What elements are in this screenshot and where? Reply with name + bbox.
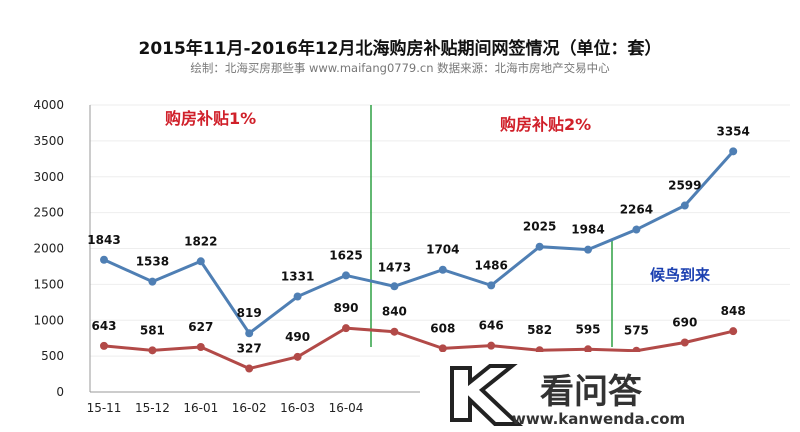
data-point — [584, 245, 592, 254]
chart-subtitle: 绘制：北海买房那些事 www.maifang0779.cn 数据来源：北海市房地… — [190, 61, 610, 75]
data-point — [245, 329, 254, 338]
chart-title: 2015年11月-2016年12月北海购房补贴期间网签情况（单位：套） — [138, 39, 662, 59]
data-label: 1625 — [329, 248, 362, 262]
data-point — [729, 147, 738, 156]
data-label: 1704 — [426, 243, 459, 257]
data-point — [487, 281, 496, 290]
data-label: 1486 — [474, 258, 507, 272]
y-tick-label: 3500 — [33, 134, 64, 148]
data-point — [680, 201, 689, 210]
data-point — [342, 271, 350, 280]
data-label: 1473 — [378, 260, 411, 274]
y-tick-label: 0 — [56, 385, 64, 399]
data-point — [293, 292, 302, 301]
data-label: 490 — [285, 330, 310, 344]
data-label: 575 — [624, 324, 649, 338]
data-label: 819 — [237, 306, 262, 320]
y-tick-label: 4000 — [33, 98, 64, 112]
data-point — [100, 341, 108, 350]
y-tick-label: 1000 — [33, 313, 64, 327]
y-tick-label: 3000 — [33, 170, 64, 184]
kanwenda-logo: 看问答 www.kanwenda.com — [440, 360, 780, 432]
data-label: 646 — [479, 319, 504, 333]
annotation-label: 购房补贴2% — [500, 115, 591, 134]
data-label: 690 — [672, 315, 697, 329]
data-point — [342, 324, 350, 333]
data-point — [148, 346, 157, 355]
k-logo-icon — [450, 364, 524, 426]
data-label: 2025 — [523, 220, 556, 234]
annotation-label: 候鸟到来 — [650, 266, 711, 284]
data-label: 608 — [430, 321, 455, 335]
data-label: 890 — [333, 301, 358, 315]
x-tick-label: 15-11 — [87, 401, 122, 415]
logo-name: 看问答 — [540, 372, 642, 412]
data-label: 582 — [527, 323, 552, 337]
y-tick-label: 500 — [41, 349, 64, 363]
data-point — [390, 282, 399, 291]
data-point — [245, 364, 254, 373]
data-label: 2599 — [668, 179, 701, 193]
data-label: 1843 — [87, 233, 120, 247]
y-tick-label: 2000 — [33, 242, 64, 256]
data-point — [196, 343, 205, 352]
data-label: 1984 — [571, 223, 604, 237]
data-label: 848 — [721, 304, 746, 318]
data-point — [438, 344, 447, 353]
data-label: 581 — [140, 323, 165, 337]
data-point — [487, 341, 496, 350]
data-point — [293, 352, 302, 361]
data-point — [584, 345, 592, 354]
data-label: 643 — [91, 319, 116, 333]
data-point — [100, 255, 108, 264]
data-point — [438, 265, 447, 274]
data-point — [196, 257, 205, 266]
data-point — [390, 327, 399, 336]
data-point — [729, 327, 738, 336]
data-label: 1331 — [281, 270, 314, 284]
x-tick-label: 16-03 — [280, 401, 315, 415]
data-point — [632, 225, 641, 234]
x-tick-label: 15-12 — [135, 401, 170, 415]
data-label: 1538 — [136, 255, 169, 269]
x-tick-label: 16-01 — [183, 401, 218, 415]
data-point — [535, 242, 544, 251]
data-point — [148, 277, 157, 286]
series-line — [103, 326, 734, 371]
annotation-label: 购房补贴1% — [165, 109, 256, 128]
x-tick-label: 16-04 — [329, 401, 364, 415]
data-label: 627 — [188, 320, 213, 334]
y-tick-label: 2500 — [33, 206, 64, 220]
y-tick-label: 1500 — [33, 277, 64, 291]
data-label: 595 — [575, 322, 600, 336]
data-label: 2264 — [620, 203, 653, 217]
logo-url: www.kanwenda.com — [512, 410, 686, 428]
data-label: 840 — [382, 305, 407, 319]
series-line — [103, 150, 735, 336]
data-label: 3354 — [716, 124, 749, 138]
data-label: 1822 — [184, 234, 217, 248]
data-label: 327 — [237, 342, 262, 356]
x-tick-label: 16-02 — [232, 401, 267, 415]
data-point — [680, 338, 689, 347]
